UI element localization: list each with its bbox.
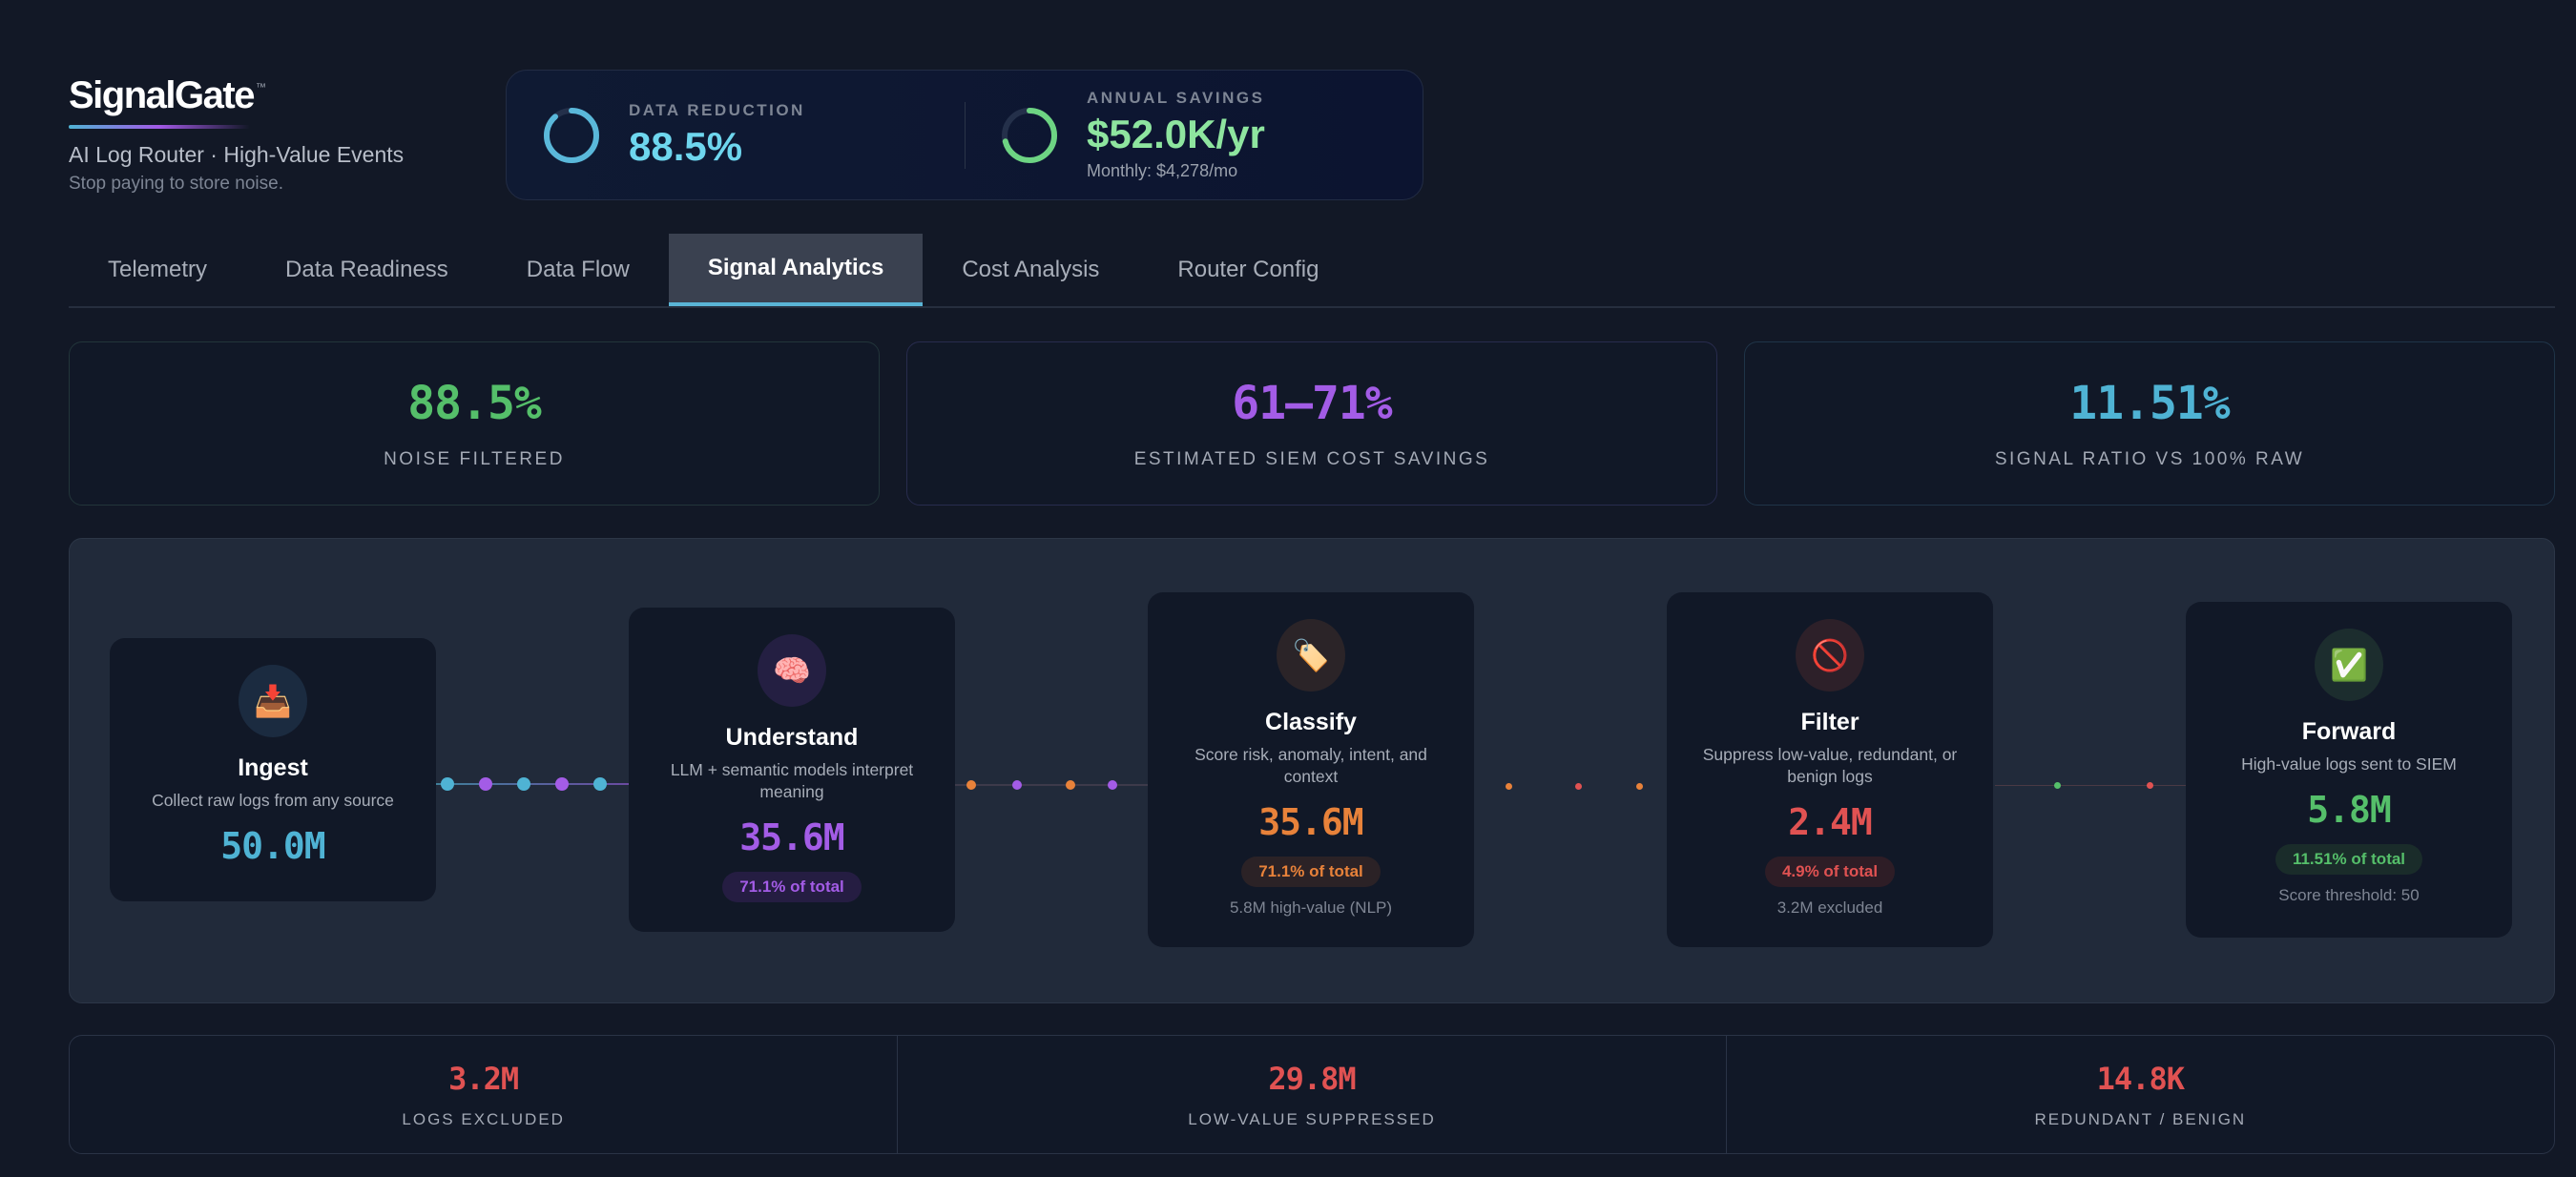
stat-card-noise-filtered: 88.5% NOISE FILTERED [69,341,880,506]
flow-dot [2147,782,2153,789]
percent-badge: 71.1% of total [1241,857,1381,887]
stage-description: Score risk, anomaly, intent, and context [1195,745,1427,786]
stat-label: NOISE FILTERED [384,449,565,469]
stat-cards: 88.5% NOISE FILTERED 61–71% ESTIMATED SI… [69,341,2555,506]
percent-badge: 4.9% of total [1764,857,1896,887]
stage-card-forward[interactable]: ✅ Forward High-value logs sent to SIEM 5… [2186,602,2512,938]
flow-dot [1066,780,1075,790]
kpi-label: DATA REDUCTION [629,100,805,119]
kpi-value: $52.0K/yr [1087,112,1265,156]
stage-count: 35.6M [739,816,844,858]
flow-dot [2054,782,2061,789]
flow-dot [441,777,454,791]
stat-value: 61–71% [1232,377,1392,430]
stage-card-understand[interactable]: 🧠 Understand LLM + semantic models inter… [629,608,955,932]
stage-description: Collect raw logs from any source [152,791,394,810]
stat-label: ESTIMATED SIEM COST SAVINGS [1133,449,1490,469]
kpi-monthly-savings: Monthly: $4,278/mo [1087,161,1238,180]
flow-dot [1636,783,1643,790]
summary-value: 14.8K [2096,1060,2185,1097]
stage-card-classify[interactable]: 🏷️ Classify Score risk, anomaly, intent,… [1148,592,1474,947]
pipeline-diagram: 📥 Ingest Collect raw logs from any sourc… [69,538,2555,1003]
stat-value: 11.51% [2069,377,2230,430]
tab-router-config[interactable]: Router Config [1177,257,1319,282]
flow-dot [593,777,607,791]
summary-redundant-benign: 14.8K REDUNDANT / BENIGN [1727,1036,2554,1153]
check-mark-icon: ✅ [2315,629,2383,701]
flow-dot [479,777,492,791]
brand-underline [69,125,250,129]
flow-dot [1575,783,1582,790]
stage-description: Suppress low-value, redundant, or benign… [1702,745,1958,786]
kpi-label: ANNUAL SAVINGS [1087,89,1265,107]
brand-title: SignalGate [69,74,255,116]
kpi-data-reduction: DATA REDUCTION 88.5% [541,71,805,199]
stage-name: Filter [1800,709,1859,735]
divider [965,102,966,169]
trademark-mark: ™ [255,82,266,93]
percent-badge: 71.1% of total [722,872,862,902]
tab-data-flow[interactable]: Data Flow [526,257,630,282]
brand-tagline: Stop paying to store noise. [69,174,283,194]
inbox-tray-icon: 📥 [239,665,307,737]
summary-value: 3.2M [448,1060,519,1097]
stage-note: Score threshold: 50 [2278,886,2420,904]
tab-signal-analytics[interactable]: Signal Analytics [668,234,924,306]
connector-understand-classify [955,784,1148,786]
stage-card-filter[interactable]: 🚫 Filter Suppress low-value, redundant, … [1667,592,1993,947]
summary-logs-excluded: 3.2M LOGS EXCLUDED [70,1036,899,1153]
connector-filter-forward [1995,785,2186,786]
stage-count: 2.4M [1788,801,1873,843]
stage-description: LLM + semantic models interpret meaning [670,760,914,801]
stage-name: Ingest [238,754,308,781]
flow-dot [1108,780,1117,790]
kpi-summary-panel: DATA REDUCTION 88.5% ANNUAL SAVINGS $52.… [506,70,1423,200]
stage-count: 5.8M [2307,789,2392,831]
stage-name: Understand [725,724,859,751]
stat-card-signal-ratio: 11.51% SIGNAL RATIO VS 100% RAW [1744,341,2555,506]
stage-description: High-value logs sent to SIEM [2241,754,2457,774]
flow-dot [517,777,530,791]
stat-value: 88.5% [407,377,541,430]
percent-badge: 11.51% of total [2275,844,2423,875]
progress-ring-icon [544,107,599,163]
kpi-value: 88.5% [629,123,743,169]
stage-note: 3.2M excluded [1776,898,1883,917]
tab-bar: Telemetry Data Readiness Data Flow Signa… [69,234,2555,308]
brain-icon: 🧠 [758,634,826,707]
flow-dot [966,780,976,790]
tab-telemetry[interactable]: Telemetry [108,257,208,282]
kpi-annual-savings: ANNUAL SAVINGS $52.0K/yr Monthly: $4,278… [999,71,1265,199]
stage-note: 5.8M high-value (NLP) [1229,898,1393,917]
flow-dot [1506,783,1512,790]
tab-cost-analysis[interactable]: Cost Analysis [962,257,1100,282]
stage-card-ingest[interactable]: 📥 Ingest Collect raw logs from any sourc… [110,638,436,901]
brand-subtitle: AI Log Router · High-Value Events [69,142,405,167]
connector-ingest-understand [436,783,629,785]
progress-ring-icon [1002,107,1057,163]
summary-value: 29.8M [1268,1060,1356,1097]
brand-block: SignalGate ™ AI Log Router · High-Value E… [69,74,404,195]
summary-low-value-suppressed: 29.8M LOW-VALUE SUPPRESSED [898,1036,1727,1153]
flow-dot [1012,780,1022,790]
stat-label: SIGNAL RATIO VS 100% RAW [1994,449,2305,469]
stage-count: 50.0M [220,825,325,867]
no-entry-icon: 🚫 [1796,619,1864,692]
flow-dot [555,777,569,791]
tab-data-readiness[interactable]: Data Readiness [285,257,448,282]
stage-name: Classify [1265,709,1357,735]
tag-icon: 🏷️ [1277,619,1345,692]
stage-name: Forward [2301,718,2397,745]
summary-label: LOW-VALUE SUPPRESSED [1188,1109,1436,1128]
summary-label: LOGS EXCLUDED [402,1109,565,1128]
brand-logo: SignalGate ™ [69,74,404,117]
stage-count: 35.6M [1258,801,1363,843]
summary-label: REDUNDANT / BENIGN [2034,1109,2247,1128]
stat-card-siem-savings: 61–71% ESTIMATED SIEM COST SAVINGS [906,341,1717,506]
suppression-summary: 3.2M LOGS EXCLUDED 29.8M LOW-VALUE SUPPR… [69,1035,2555,1154]
